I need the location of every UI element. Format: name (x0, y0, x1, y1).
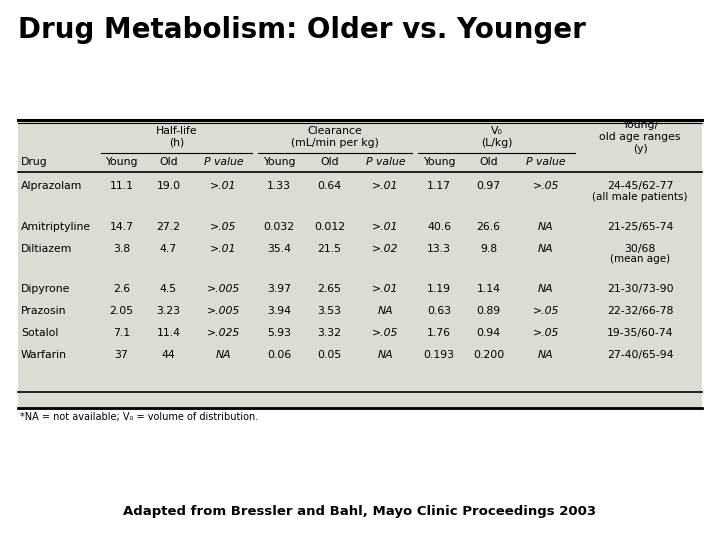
Text: Old: Old (159, 157, 178, 167)
Text: NA: NA (538, 350, 554, 360)
Text: Dipyrone: Dipyrone (21, 284, 71, 294)
Text: Drug: Drug (21, 157, 48, 167)
Bar (18, 120, 702, 410)
Text: Old: Old (480, 157, 498, 167)
Text: P value: P value (526, 157, 566, 167)
Text: 9.8: 9.8 (480, 244, 497, 254)
Text: 22-32/66-78: 22-32/66-78 (607, 306, 673, 316)
Text: 1.33: 1.33 (267, 181, 291, 191)
Text: P value: P value (366, 157, 405, 167)
Text: 19.0: 19.0 (156, 181, 181, 191)
Text: >.05: >.05 (210, 222, 237, 232)
Text: 2.65: 2.65 (318, 284, 341, 294)
Text: 5.93: 5.93 (267, 328, 291, 338)
Text: 2.6: 2.6 (113, 284, 130, 294)
Text: 3.8: 3.8 (113, 244, 130, 254)
Text: >.005: >.005 (207, 306, 240, 316)
Text: 3.94: 3.94 (267, 306, 291, 316)
Text: Young/
old age ranges
(y): Young/ old age ranges (y) (599, 120, 680, 153)
Text: Clearance
(mL/min per kg): Clearance (mL/min per kg) (291, 126, 379, 148)
Text: NA: NA (538, 284, 554, 294)
Text: 1.19: 1.19 (427, 284, 451, 294)
Text: 35.4: 35.4 (267, 244, 291, 254)
Text: Young: Young (105, 157, 138, 167)
Text: 30/68: 30/68 (624, 244, 656, 254)
Text: Drug Metabolism: Older vs. Younger: Drug Metabolism: Older vs. Younger (18, 16, 586, 44)
Text: (all male patients): (all male patients) (593, 192, 688, 202)
Text: 3.97: 3.97 (267, 284, 291, 294)
Text: 0.200: 0.200 (473, 350, 504, 360)
Text: 11.1: 11.1 (109, 181, 133, 191)
Text: >.01: >.01 (372, 284, 399, 294)
Text: NA: NA (378, 350, 393, 360)
Text: >.01: >.01 (210, 181, 237, 191)
Text: Young: Young (423, 157, 455, 167)
Text: 1.17: 1.17 (427, 181, 451, 191)
Text: >.025: >.025 (207, 328, 240, 338)
Text: 1.76: 1.76 (427, 328, 451, 338)
Text: Old: Old (320, 157, 339, 167)
Text: 27-40/65-94: 27-40/65-94 (607, 350, 673, 360)
Text: 3.23: 3.23 (156, 306, 181, 316)
Text: NA: NA (378, 306, 393, 316)
Text: 4.5: 4.5 (160, 284, 177, 294)
Text: 0.89: 0.89 (477, 306, 500, 316)
Text: 0.63: 0.63 (427, 306, 451, 316)
Text: (mean age): (mean age) (610, 254, 670, 264)
Text: P value: P value (204, 157, 243, 167)
Text: 0.94: 0.94 (477, 328, 500, 338)
Text: Young: Young (263, 157, 295, 167)
Text: >.01: >.01 (210, 244, 237, 254)
Text: 24-45/62-77: 24-45/62-77 (607, 181, 673, 191)
Text: >.05: >.05 (372, 328, 399, 338)
Text: Diltiazem: Diltiazem (21, 244, 73, 254)
Text: >.01: >.01 (372, 181, 399, 191)
Text: 0.64: 0.64 (318, 181, 341, 191)
Text: >.005: >.005 (207, 284, 240, 294)
Text: 0.032: 0.032 (264, 222, 294, 232)
Text: Amitriptyline: Amitriptyline (21, 222, 91, 232)
Text: 1.14: 1.14 (477, 284, 500, 294)
Text: Adapted from Bressler and Bahl, Mayo Clinic Proceedings 2003: Adapted from Bressler and Bahl, Mayo Cli… (123, 505, 597, 518)
Text: 7.1: 7.1 (113, 328, 130, 338)
Text: Half-life
(h): Half-life (h) (156, 126, 197, 148)
Text: >.01: >.01 (372, 222, 399, 232)
Text: 21-30/73-90: 21-30/73-90 (607, 284, 673, 294)
Text: Prazosin: Prazosin (21, 306, 66, 316)
Text: >.05: >.05 (533, 181, 559, 191)
Text: 0.97: 0.97 (477, 181, 500, 191)
Text: 13.3: 13.3 (427, 244, 451, 254)
Text: *NA = not available; V₀ = volume of distribution.: *NA = not available; V₀ = volume of dist… (20, 412, 258, 422)
Text: 21.5: 21.5 (318, 244, 341, 254)
Text: >.05: >.05 (533, 328, 559, 338)
Text: NA: NA (538, 244, 554, 254)
Text: 26.6: 26.6 (477, 222, 500, 232)
Text: 2.05: 2.05 (109, 306, 134, 316)
Text: 19-35/60-74: 19-35/60-74 (607, 328, 673, 338)
Text: NA: NA (216, 350, 231, 360)
Text: 21-25/65-74: 21-25/65-74 (607, 222, 673, 232)
Text: 3.32: 3.32 (318, 328, 341, 338)
Text: 40.6: 40.6 (427, 222, 451, 232)
Text: Warfarin: Warfarin (21, 350, 67, 360)
Text: 14.7: 14.7 (109, 222, 133, 232)
Text: 0.05: 0.05 (318, 350, 341, 360)
Text: >.02: >.02 (372, 244, 399, 254)
Text: 44: 44 (161, 350, 176, 360)
Text: >.05: >.05 (533, 306, 559, 316)
Text: Sotalol: Sotalol (21, 328, 58, 338)
Text: 27.2: 27.2 (156, 222, 181, 232)
Text: 0.06: 0.06 (267, 350, 291, 360)
Text: 4.7: 4.7 (160, 244, 177, 254)
Text: 0.012: 0.012 (314, 222, 345, 232)
Text: Alprazolam: Alprazolam (21, 181, 82, 191)
Text: 37: 37 (114, 350, 128, 360)
Text: 3.53: 3.53 (318, 306, 341, 316)
Text: V₀
(L/kg): V₀ (L/kg) (481, 126, 512, 148)
Text: 0.193: 0.193 (423, 350, 454, 360)
Text: NA: NA (538, 222, 554, 232)
Text: 11.4: 11.4 (156, 328, 181, 338)
